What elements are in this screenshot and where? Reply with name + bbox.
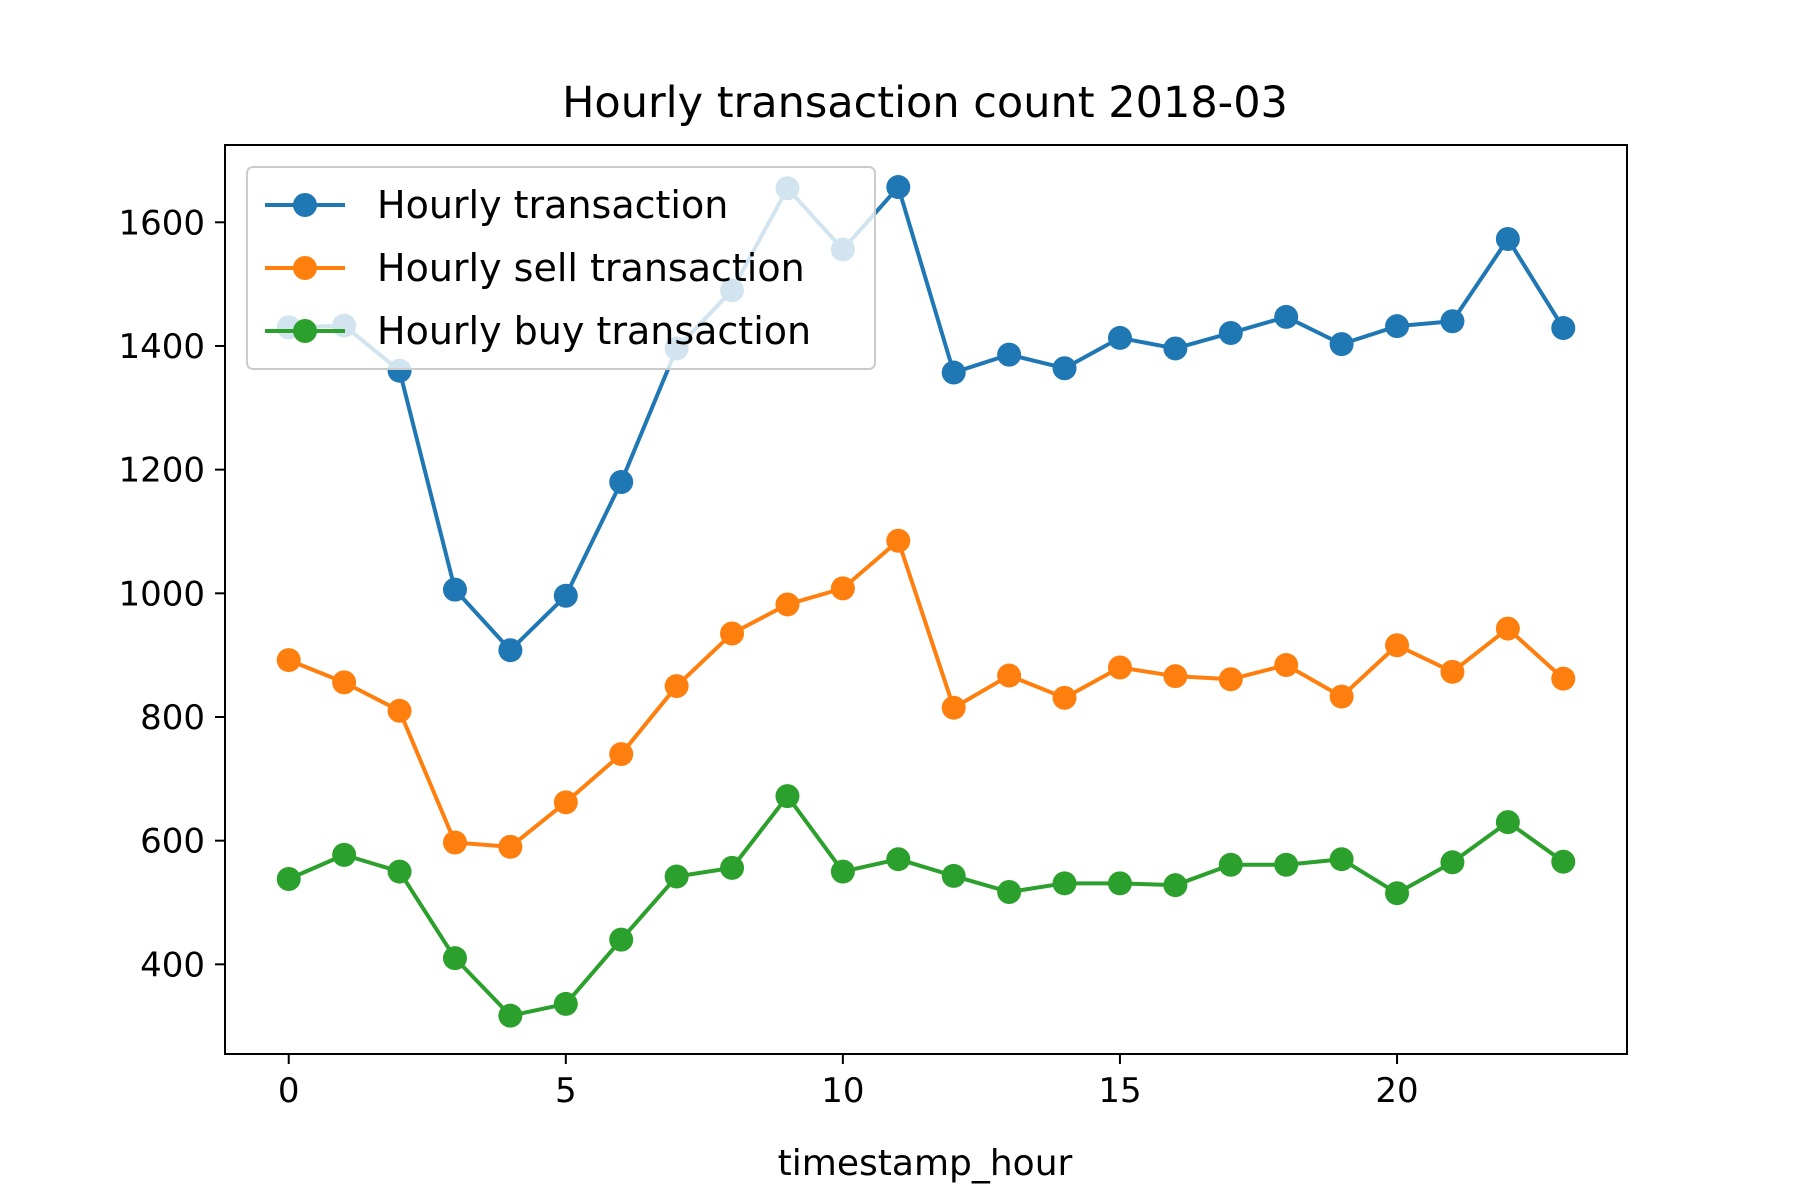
data-point <box>1385 314 1410 339</box>
data-point <box>1052 356 1077 381</box>
data-point <box>1385 633 1410 658</box>
data-point <box>1218 320 1243 345</box>
y-tick-label: 600 <box>140 822 205 862</box>
y-tick-label: 400 <box>140 945 205 985</box>
legend-item: Hourly sell transaction <box>265 246 805 290</box>
y-tick-label: 1000 <box>118 574 205 614</box>
data-point <box>1329 332 1354 357</box>
data-point <box>886 528 911 553</box>
data-point <box>442 577 467 602</box>
data-point <box>1274 304 1299 329</box>
plot-frame <box>224 144 1628 1055</box>
data-point <box>886 847 911 872</box>
data-point <box>276 648 301 673</box>
data-point <box>830 859 855 884</box>
y-tick-label: 1200 <box>118 451 205 491</box>
y-tick-label: 1600 <box>118 203 205 243</box>
data-point <box>886 175 911 200</box>
data-point <box>1329 684 1354 709</box>
data-point <box>941 695 966 720</box>
x-tick-label: 15 <box>1098 1071 1141 1111</box>
data-point <box>664 864 689 889</box>
data-point <box>1551 316 1576 341</box>
data-point <box>609 927 634 952</box>
legend-label: Hourly buy transaction <box>377 309 811 353</box>
data-point <box>332 670 357 695</box>
data-point <box>1329 847 1354 872</box>
data-point <box>498 1003 523 1028</box>
data-point <box>1440 850 1465 875</box>
data-point <box>720 855 745 880</box>
legend-marker <box>293 319 317 343</box>
y-axis: 400 600 800 1000 1200 1400 1600 <box>118 203 225 985</box>
data-point <box>1440 309 1465 334</box>
data-point <box>609 742 634 767</box>
data-point <box>553 991 578 1016</box>
data-point <box>1107 655 1132 680</box>
data-point <box>1107 871 1132 896</box>
x-axis: 0 5 10 15 20 <box>278 1054 1419 1111</box>
x-tick-label: 10 <box>821 1071 864 1111</box>
data-point <box>941 360 966 385</box>
data-point <box>720 621 745 646</box>
data-point <box>997 342 1022 367</box>
legend-box <box>246 166 876 370</box>
data-point <box>609 470 634 495</box>
data-point <box>387 698 412 723</box>
data-point <box>498 834 523 859</box>
data-point <box>1107 325 1132 350</box>
y-tick-label: 800 <box>140 698 205 738</box>
legend-item: Hourly buy transaction <box>265 309 811 353</box>
data-point <box>830 576 855 601</box>
data-point <box>1052 685 1077 710</box>
data-point <box>1218 852 1243 877</box>
data-point <box>1052 871 1077 896</box>
data-point <box>332 842 357 867</box>
data-point <box>1274 852 1299 877</box>
x-tick-label: 5 <box>555 1071 577 1111</box>
data-point <box>442 830 467 855</box>
data-point <box>387 859 412 884</box>
data-point <box>276 867 301 892</box>
data-point <box>775 784 800 809</box>
data-point <box>1163 873 1188 898</box>
legend-item: Hourly transaction <box>265 183 728 227</box>
data-point <box>941 863 966 888</box>
legend-label: Hourly transaction <box>377 183 728 227</box>
data-point <box>1163 664 1188 689</box>
data-point <box>553 790 578 815</box>
data-point <box>997 663 1022 688</box>
data-point <box>498 638 523 663</box>
y-tick-label: 1400 <box>118 327 205 367</box>
data-point <box>1495 616 1520 641</box>
x-tick-label: 20 <box>1375 1071 1418 1111</box>
data-point <box>1495 226 1520 251</box>
legend: Hourly transaction Hourly sell transactio… <box>246 166 876 370</box>
data-point <box>1218 667 1243 692</box>
data-point <box>775 592 800 617</box>
series-3 <box>276 784 1576 1028</box>
series-layer <box>276 175 1576 1028</box>
x-tick-label: 0 <box>278 1071 300 1111</box>
data-point <box>1551 666 1576 691</box>
chart-title: Hourly transaction count 2018-03 <box>562 78 1288 128</box>
data-point <box>1163 336 1188 361</box>
data-point <box>1551 849 1576 874</box>
legend-marker <box>293 193 317 217</box>
legend-marker <box>293 256 317 280</box>
data-point <box>1440 659 1465 684</box>
data-point <box>664 674 689 699</box>
data-point <box>1495 810 1520 835</box>
data-point <box>1385 881 1410 906</box>
series-2 <box>276 528 1576 859</box>
data-point <box>997 879 1022 904</box>
legend-label: Hourly sell transaction <box>377 246 805 290</box>
data-point <box>442 946 467 971</box>
data-point <box>1274 653 1299 678</box>
x-axis-label: timestamp_hour <box>778 1143 1073 1184</box>
data-point <box>553 583 578 608</box>
